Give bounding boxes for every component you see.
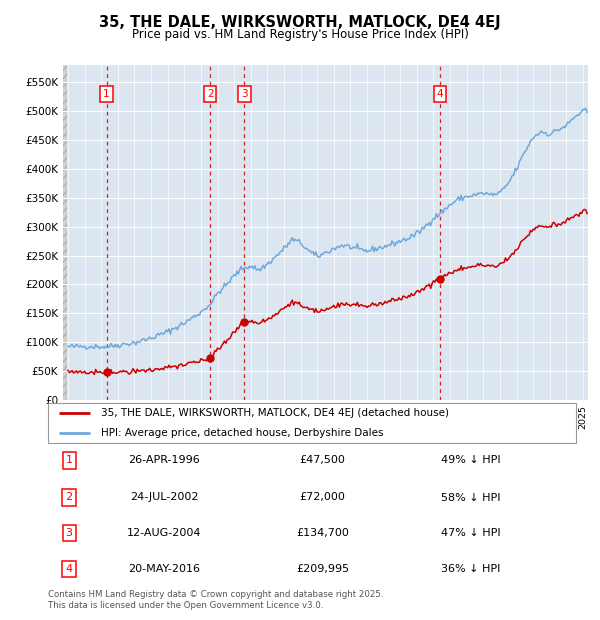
Text: £72,000: £72,000 bbox=[299, 492, 346, 502]
Text: 58% ↓ HPI: 58% ↓ HPI bbox=[440, 492, 500, 502]
Text: £209,995: £209,995 bbox=[296, 564, 349, 574]
Text: 2: 2 bbox=[207, 89, 214, 99]
Text: £47,500: £47,500 bbox=[299, 456, 346, 466]
Text: 3: 3 bbox=[241, 89, 248, 99]
Text: Price paid vs. HM Land Registry's House Price Index (HPI): Price paid vs. HM Land Registry's House … bbox=[131, 28, 469, 41]
Text: 12-AUG-2004: 12-AUG-2004 bbox=[127, 528, 202, 538]
Text: 4: 4 bbox=[65, 564, 73, 574]
Text: 35, THE DALE, WIRKSWORTH, MATLOCK, DE4 4EJ (detached house): 35, THE DALE, WIRKSWORTH, MATLOCK, DE4 4… bbox=[101, 408, 449, 418]
Text: 24-JUL-2002: 24-JUL-2002 bbox=[130, 492, 199, 502]
FancyBboxPatch shape bbox=[48, 403, 576, 443]
Text: 20-MAY-2016: 20-MAY-2016 bbox=[128, 564, 200, 574]
Text: HPI: Average price, detached house, Derbyshire Dales: HPI: Average price, detached house, Derb… bbox=[101, 428, 383, 438]
Text: 1: 1 bbox=[65, 456, 73, 466]
Text: 35, THE DALE, WIRKSWORTH, MATLOCK, DE4 4EJ: 35, THE DALE, WIRKSWORTH, MATLOCK, DE4 4… bbox=[99, 16, 501, 30]
Text: This data is licensed under the Open Government Licence v3.0.: This data is licensed under the Open Gov… bbox=[48, 601, 323, 611]
Text: 49% ↓ HPI: 49% ↓ HPI bbox=[440, 456, 500, 466]
Text: 4: 4 bbox=[436, 89, 443, 99]
Text: £134,700: £134,700 bbox=[296, 528, 349, 538]
Text: Contains HM Land Registry data © Crown copyright and database right 2025.: Contains HM Land Registry data © Crown c… bbox=[48, 590, 383, 600]
Text: 3: 3 bbox=[65, 528, 73, 538]
Text: 47% ↓ HPI: 47% ↓ HPI bbox=[440, 528, 500, 538]
Text: 26-APR-1996: 26-APR-1996 bbox=[128, 456, 200, 466]
Text: 2: 2 bbox=[65, 492, 73, 502]
Text: 1: 1 bbox=[103, 89, 110, 99]
Text: 36% ↓ HPI: 36% ↓ HPI bbox=[441, 564, 500, 574]
